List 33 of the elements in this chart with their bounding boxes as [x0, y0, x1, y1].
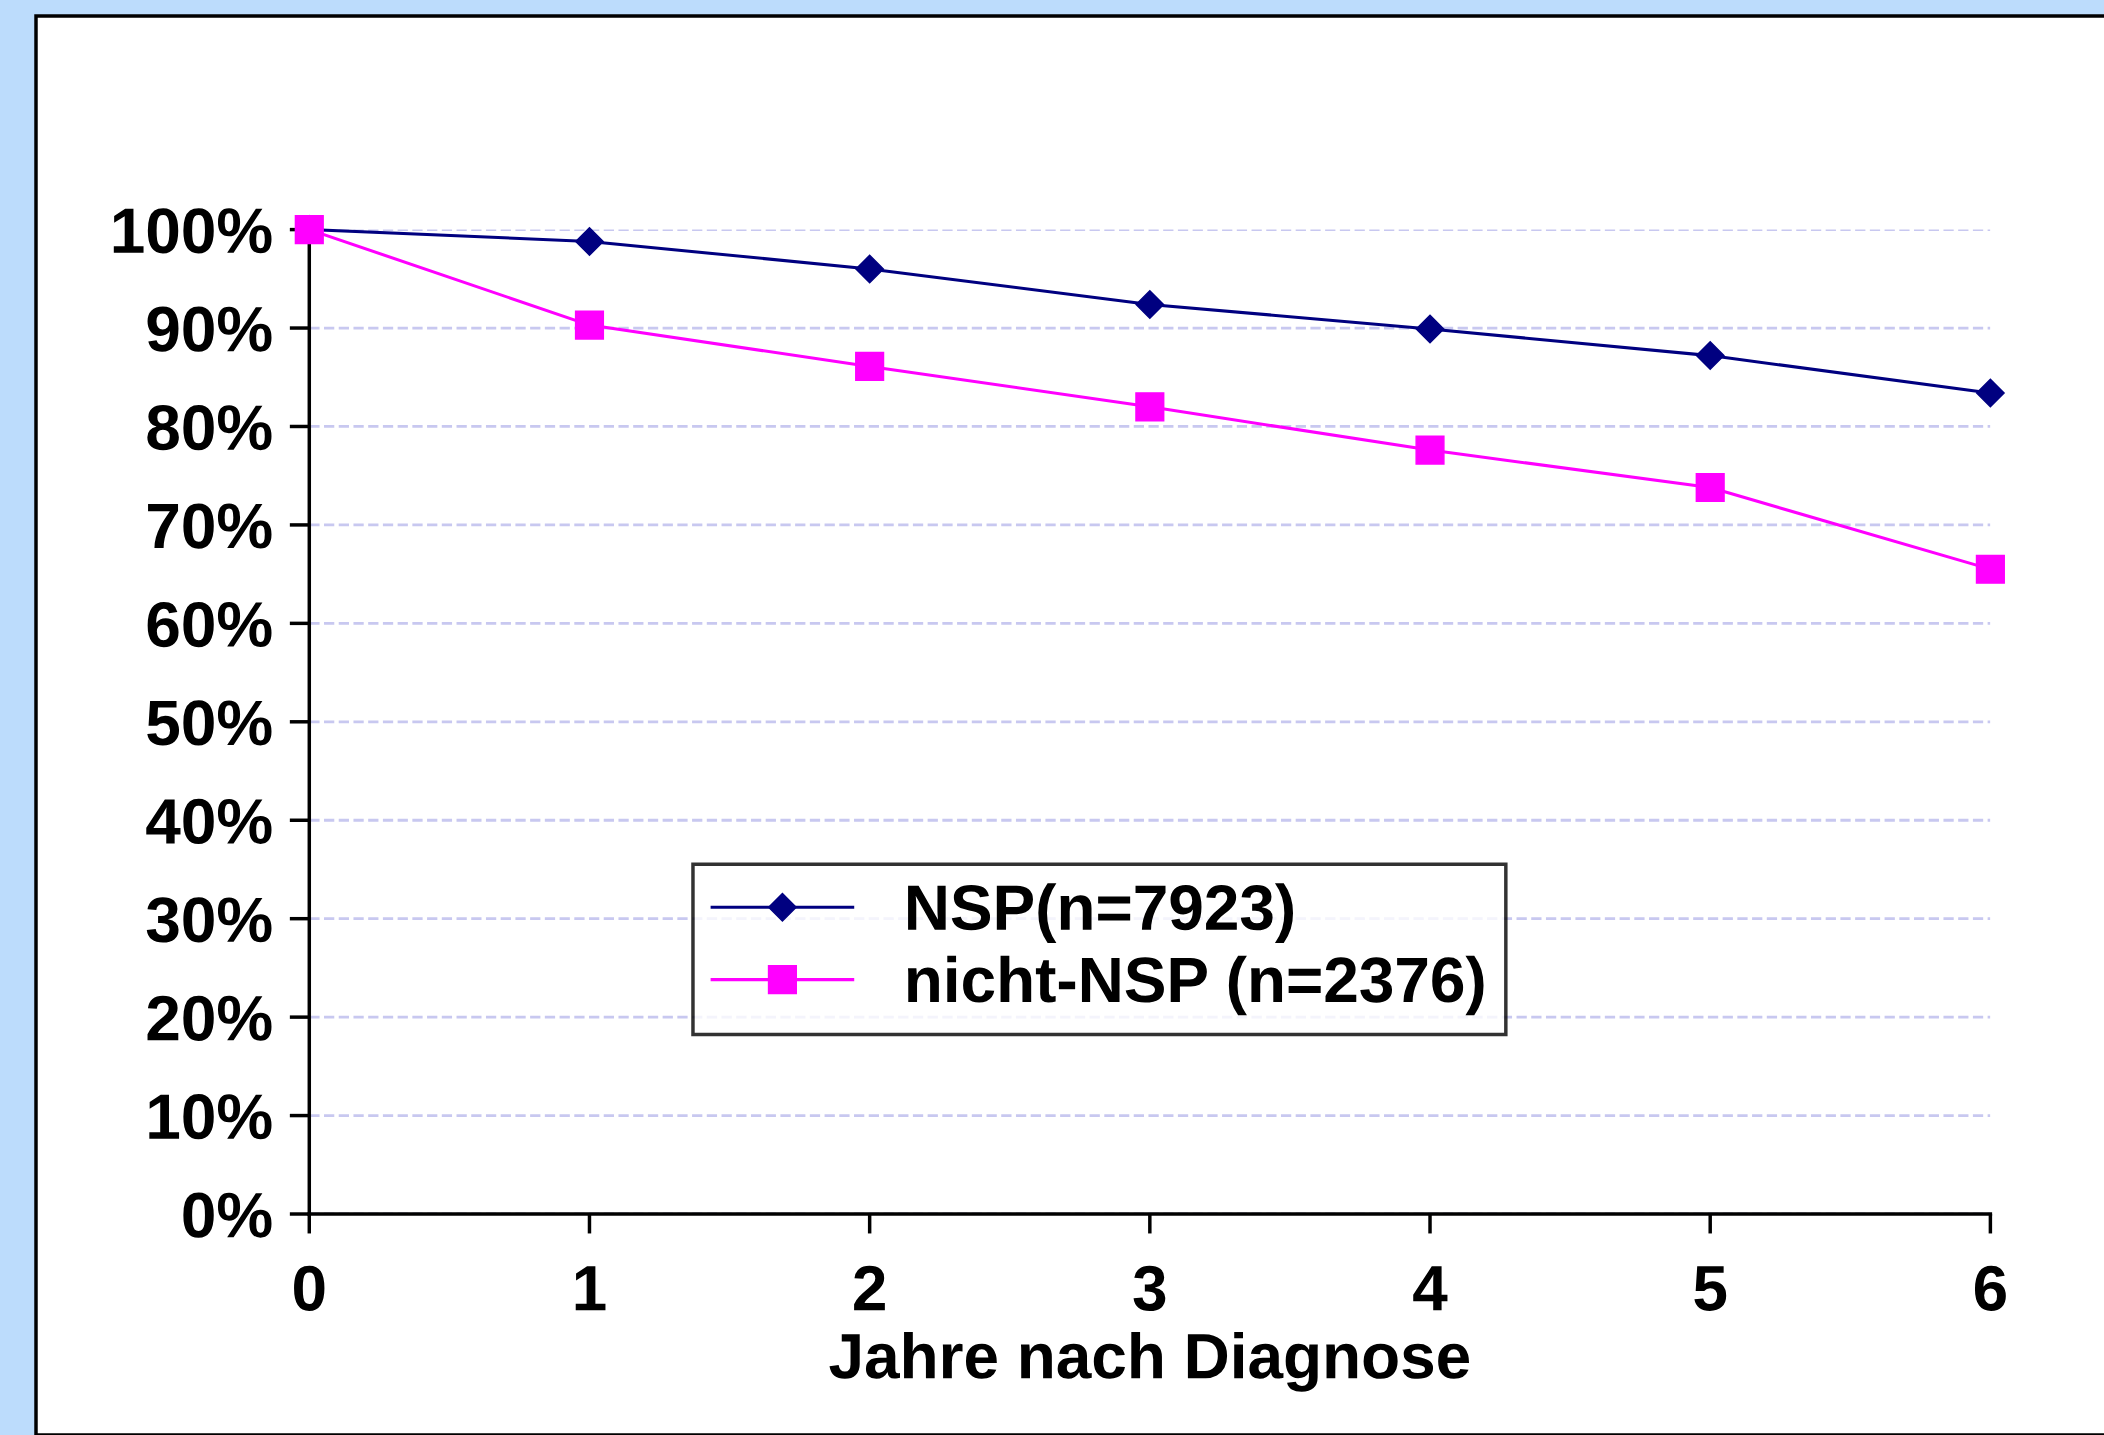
x-tick-label: 0 [294, 1265, 325, 1311]
y-tick-label: 80% [147, 405, 272, 451]
y-tick-label: 20% [147, 995, 272, 1041]
point [1975, 554, 2005, 584]
point [1695, 472, 1725, 503]
x-tick-label: 4 [1413, 1266, 1448, 1311]
point [575, 226, 604, 256]
x-tick-label: 5 [1694, 1266, 1727, 1311]
legend-label: nicht-NSP (n=2376) [908, 955, 1484, 1016]
y-tick-label: 10% [149, 1094, 272, 1140]
y-tick-label: 40% [146, 798, 272, 845]
x-tick-label: 3 [1133, 1265, 1166, 1312]
x-tick-label: 1 [575, 1266, 606, 1311]
point [1415, 314, 1445, 344]
y-tick-label: 90% [147, 306, 272, 352]
point [1135, 289, 1165, 319]
legend-label: NSP(n=7923) [908, 883, 1294, 943]
y-tick-label: 50% [147, 700, 272, 746]
y-tick-label: 70% [148, 503, 272, 549]
point [574, 310, 605, 340]
x-tick-label: 2 [854, 1265, 885, 1311]
y-tick-label: 30% [146, 897, 272, 943]
point [1415, 435, 1445, 465]
x-tick-label: 6 [1974, 1265, 2006, 1311]
point [1975, 378, 2005, 408]
y-tick-label: 0% [183, 1192, 272, 1238]
point [1695, 341, 1725, 371]
point [855, 254, 885, 284]
point [855, 351, 885, 382]
y-tick-label: 60% [147, 601, 272, 648]
x-axis-title: Jahre nach Diagnose [829, 1331, 1470, 1392]
y-tick-label: 100% [113, 208, 272, 254]
point [1135, 392, 1165, 422]
